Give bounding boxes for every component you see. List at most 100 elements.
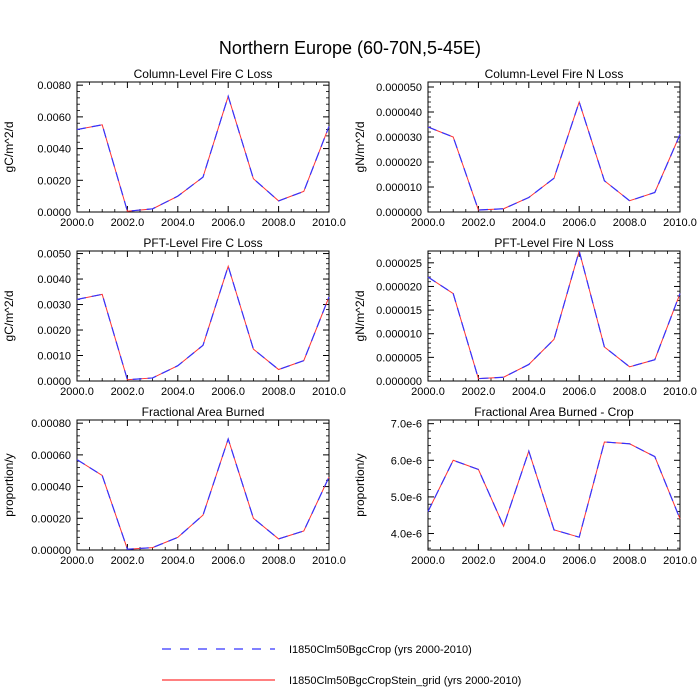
y-tick-label: 0.0030 bbox=[37, 300, 71, 312]
x-tick-label: 2004.0 bbox=[512, 386, 546, 398]
y-tick-label: 0.000010 bbox=[376, 182, 422, 194]
y-tick-label: 0.00080 bbox=[31, 418, 71, 430]
x-tick-label: 2002.0 bbox=[462, 386, 496, 398]
y-axis-label: gC/m^2/d bbox=[2, 291, 16, 342]
x-tick-label: 2000.0 bbox=[60, 217, 94, 229]
y-tick-label: 0.0050 bbox=[37, 249, 71, 261]
y-tick-label: 0.000000 bbox=[376, 376, 422, 388]
legend-item-2: I1850Clm50BgcCropStein_grid (yrs 2000-20… bbox=[162, 675, 521, 687]
y-tick-label: 0.00000 bbox=[31, 545, 71, 557]
panel-title: Column-Level Fire C Loss bbox=[134, 67, 273, 81]
x-tick-label: 2006.0 bbox=[562, 386, 596, 398]
x-tick-label: 2000.0 bbox=[411, 555, 445, 567]
y-tick-label: 5.0e-6 bbox=[391, 492, 422, 504]
panel-title: Column-Level Fire N Loss bbox=[485, 67, 624, 81]
y-tick-label: 0.0010 bbox=[37, 351, 71, 363]
x-tick-label: 2004.0 bbox=[161, 217, 195, 229]
y-tick-label: 0.000020 bbox=[376, 157, 422, 169]
x-tick-label: 2002.0 bbox=[111, 386, 145, 398]
x-tick-label: 2008.0 bbox=[262, 555, 296, 567]
y-tick-label: 0.0000 bbox=[37, 207, 71, 219]
x-tick-label: 2002.0 bbox=[462, 217, 496, 229]
panel-title: Fractional Area Burned bbox=[142, 405, 265, 419]
legend-label: I1850Clm50BgcCropStein_grid (yrs 2000-20… bbox=[289, 675, 521, 687]
x-tick-label: 2006.0 bbox=[562, 555, 596, 567]
y-tick-label: 0.000000 bbox=[376, 207, 422, 219]
panel-3: PFT-Level Fire C Loss gC/m^2/d 2000.0 2002.… bbox=[2, 236, 346, 398]
x-tick-label: 2004.0 bbox=[161, 555, 195, 567]
x-tick-label: 2010.0 bbox=[312, 217, 346, 229]
x-tick-label: 2008.0 bbox=[262, 386, 296, 398]
series-line-1 bbox=[76, 94, 330, 212]
y-tick-label: 0.000025 bbox=[376, 258, 422, 270]
y-tick-label: 0.00040 bbox=[31, 482, 71, 494]
y-tick-label: 0.00020 bbox=[31, 513, 71, 525]
y-tick-label: 0.000040 bbox=[376, 107, 422, 119]
x-tick-label: 2000.0 bbox=[411, 217, 445, 229]
y-tick-label: 0.0020 bbox=[37, 325, 71, 337]
x-tick-label: 2000.0 bbox=[60, 386, 94, 398]
panel-6: Fractional Area Burned - Crop proportion/… bbox=[353, 405, 697, 567]
x-tick-label: 2004.0 bbox=[161, 386, 195, 398]
x-tick-label: 2002.0 bbox=[111, 555, 145, 567]
panels-group: Column-Level Fire C Loss gC/m^2/d 2000.0 20… bbox=[2, 67, 697, 567]
x-tick-label: 2010.0 bbox=[663, 555, 697, 567]
y-tick-label: 0.0060 bbox=[37, 112, 71, 124]
series-line-1 bbox=[427, 100, 681, 211]
y-tick-label: 0.000030 bbox=[376, 132, 422, 144]
panel-1: Column-Level Fire C Loss gC/m^2/d 2000.0 20… bbox=[2, 67, 346, 229]
y-tick-label: 0.000005 bbox=[376, 352, 422, 364]
y-tick-label: 0.000010 bbox=[376, 329, 422, 341]
series-line-1 bbox=[76, 437, 330, 550]
series-line-1 bbox=[76, 264, 330, 381]
y-tick-label: 0.000050 bbox=[376, 82, 422, 94]
y-axis-label: proportion/y bbox=[2, 453, 16, 516]
x-tick-label: 2006.0 bbox=[211, 386, 245, 398]
panel-title: PFT-Level Fire C Loss bbox=[143, 236, 262, 250]
x-tick-label: 2006.0 bbox=[211, 555, 245, 567]
x-tick-label: 2008.0 bbox=[262, 217, 296, 229]
y-tick-label: 0.0080 bbox=[37, 80, 71, 92]
y-axis-label: proportion/y bbox=[353, 453, 367, 516]
panel-title: Fractional Area Burned - Crop bbox=[474, 405, 634, 419]
y-tick-label: 0.0000 bbox=[37, 376, 71, 388]
legend-label: I1850Clm50BgcCrop (yrs 2000-2010) bbox=[289, 644, 472, 656]
x-tick-label: 2004.0 bbox=[512, 555, 546, 567]
y-tick-label: 7.0e-6 bbox=[391, 419, 422, 431]
series-line-1 bbox=[427, 441, 681, 538]
x-tick-label: 2010.0 bbox=[663, 217, 697, 229]
y-tick-label: 4.0e-6 bbox=[391, 529, 422, 541]
y-tick-label: 0.0040 bbox=[37, 274, 71, 286]
y-tick-label: 0.000015 bbox=[376, 305, 422, 317]
x-tick-label: 2008.0 bbox=[613, 555, 647, 567]
x-tick-label: 2008.0 bbox=[613, 386, 647, 398]
panel-title: PFT-Level Fire N Loss bbox=[494, 236, 613, 250]
x-tick-label: 2000.0 bbox=[411, 386, 445, 398]
panel-2: Column-Level Fire N Loss gN/m^2/d 2000.0 20… bbox=[353, 67, 697, 229]
x-tick-label: 2002.0 bbox=[111, 217, 145, 229]
y-tick-label: 0.000020 bbox=[376, 281, 422, 293]
x-tick-label: 2000.0 bbox=[60, 555, 94, 567]
x-tick-label: 2006.0 bbox=[211, 217, 245, 229]
y-tick-label: 6.0e-6 bbox=[391, 455, 422, 467]
x-tick-label: 2010.0 bbox=[312, 386, 346, 398]
panel-4: PFT-Level Fire N Loss gN/m^2/d 2000.0 2002.… bbox=[353, 236, 697, 398]
y-axis-label: gC/m^2/d bbox=[2, 122, 16, 173]
y-axis-label: gN/m^2/d bbox=[353, 122, 367, 173]
x-tick-label: 2004.0 bbox=[512, 217, 546, 229]
x-tick-label: 2010.0 bbox=[663, 386, 697, 398]
legend-item-1: I1850Clm50BgcCrop (yrs 2000-2010) bbox=[162, 644, 472, 656]
x-tick-label: 2002.0 bbox=[462, 555, 496, 567]
y-tick-label: 0.0040 bbox=[37, 144, 71, 156]
panel-5: Fractional Area Burned proportion/y 2000.0… bbox=[2, 405, 346, 567]
x-tick-label: 2010.0 bbox=[312, 555, 346, 567]
figure-title: Northern Europe (60-70N,5-45E) bbox=[219, 38, 481, 58]
series-line-1 bbox=[427, 248, 681, 380]
y-tick-label: 0.0020 bbox=[37, 175, 71, 187]
y-tick-label: 0.00060 bbox=[31, 450, 71, 462]
y-axis-label: gN/m^2/d bbox=[353, 291, 367, 342]
x-tick-label: 2006.0 bbox=[562, 217, 596, 229]
legend: I1850Clm50BgcCrop (yrs 2000-2010) I1850Cl… bbox=[162, 644, 521, 687]
